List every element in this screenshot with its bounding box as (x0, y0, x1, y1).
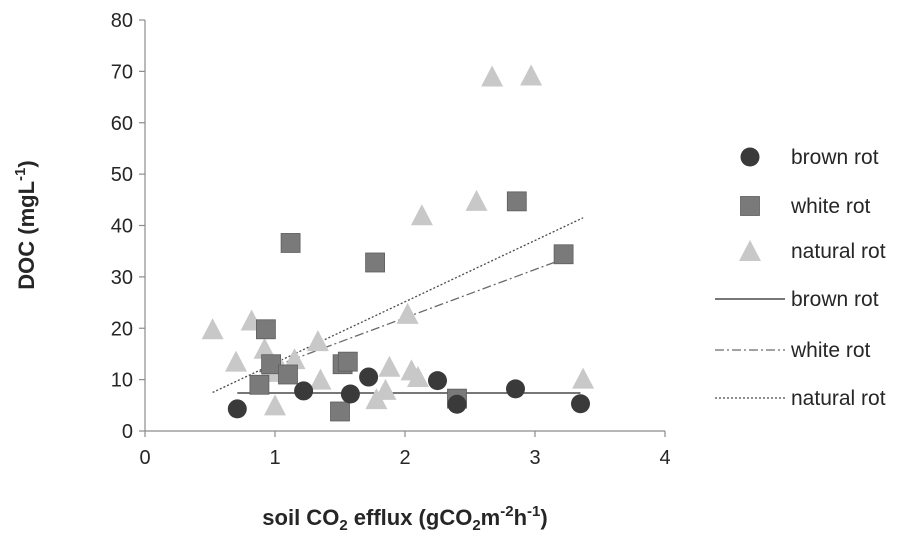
legend-marker-brown-rot (740, 147, 760, 167)
y-tick-label: 60 (111, 113, 133, 135)
trendline-white-rot (259, 258, 564, 373)
legend-label: brown rot (791, 288, 879, 311)
point-natural-rot (572, 367, 595, 389)
point-white-rot (255, 319, 276, 340)
legend-marker-white-rot (740, 196, 760, 216)
x-axis-title: soil CO2 efflux (gCO2m-2h-1) (262, 503, 547, 534)
y-tick-label: 0 (122, 421, 133, 443)
y-tick-label: 40 (111, 216, 133, 238)
legend-label: brown rot (791, 146, 879, 169)
point-natural-rot (374, 378, 397, 400)
point-brown-rot (447, 394, 467, 414)
x-tick-label: 4 (659, 447, 670, 469)
x-tick-label: 1 (269, 447, 280, 469)
data-points (201, 64, 595, 422)
point-brown-rot (340, 384, 360, 404)
legend: brown rot white rot natural rot brown rot wh… (715, 146, 886, 410)
point-white-rot (506, 191, 527, 212)
point-brown-rot (359, 367, 379, 387)
point-natural-rot (378, 355, 401, 377)
axes: 0 10 20 30 40 50 60 70 80 0 1 2 3 4 (111, 10, 671, 469)
point-brown-rot (571, 394, 590, 414)
y-axis-title: DOC (mgL-1) (12, 160, 39, 289)
point-brown-rot (227, 399, 247, 419)
point-natural-rot (283, 348, 306, 370)
x-tick-label: 2 (399, 447, 410, 469)
x-tick-label: 3 (529, 447, 540, 469)
y-tick-label: 20 (111, 318, 133, 340)
point-white-rot (365, 252, 386, 273)
x-tick-label: 0 (139, 447, 150, 469)
point-white-rot (330, 401, 350, 422)
legend-label: natural rot (791, 240, 886, 263)
y-tick-label: 80 (111, 10, 133, 32)
point-natural-rot (410, 204, 433, 226)
point-white-rot (553, 244, 574, 265)
point-natural-rot (407, 366, 429, 388)
legend-label: white rot (790, 195, 871, 218)
point-natural-rot (520, 64, 543, 86)
point-white-rot (261, 354, 282, 375)
point-brown-rot (294, 381, 314, 401)
y-tick-label: 30 (111, 267, 133, 289)
point-natural-rot (396, 302, 419, 324)
legend-label: natural rot (791, 387, 886, 410)
point-brown-rot (506, 379, 525, 399)
point-white-rot (337, 351, 358, 372)
point-brown-rot (428, 371, 447, 391)
legend-marker-natural-rot (739, 240, 761, 261)
point-natural-rot (481, 65, 504, 87)
y-tick-label: 70 (111, 61, 133, 83)
point-white-rot (249, 374, 270, 395)
legend-label: white rot (790, 339, 871, 362)
point-natural-rot (465, 189, 488, 211)
point-natural-rot (201, 318, 224, 340)
point-white-rot (280, 233, 301, 253)
point-white-rot (278, 364, 298, 385)
point-natural-rot (225, 350, 247, 372)
point-natural-rot (309, 368, 332, 390)
point-natural-rot (306, 330, 329, 352)
y-tick-label: 10 (111, 370, 133, 392)
point-natural-rot (253, 337, 276, 359)
point-natural-rot (264, 394, 286, 416)
y-tick-label: 50 (111, 164, 133, 186)
